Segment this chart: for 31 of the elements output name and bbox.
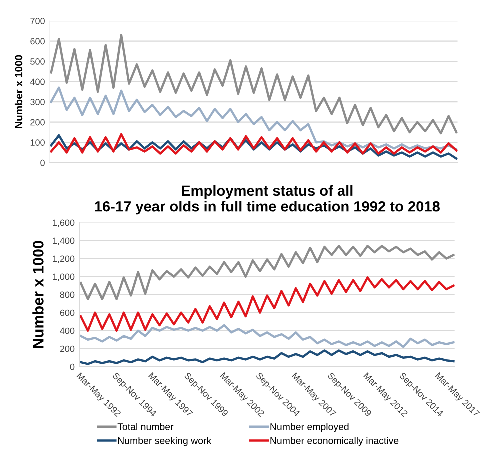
- y-tick-label: 400: [30, 78, 45, 86]
- y-tick-label: 500: [30, 58, 45, 65]
- legend-label: Number economically inactive: [270, 437, 399, 446]
- legend-label: Number seeking work: [118, 437, 212, 446]
- y-tick-label: 600: [30, 38, 45, 45]
- y-tick-label: 300: [30, 99, 45, 106]
- y-tick-label: 1,400: [53, 238, 75, 246]
- line-series: [80, 245, 455, 300]
- line-series: [50, 133, 458, 155]
- y-tick-label: 200: [60, 346, 75, 352]
- y-tick-label: 1,000: [53, 274, 75, 282]
- y-tick-label: 700: [30, 18, 45, 24]
- line-series: [50, 86, 458, 151]
- legend-label: Number employed: [270, 423, 349, 432]
- y-tick-label: 800: [60, 292, 75, 298]
- legend-label: Total number: [118, 423, 174, 430]
- line-series: [80, 324, 455, 348]
- y-axis-title: Number x 1000: [14, 55, 23, 128]
- y-tick-label: 400: [60, 328, 75, 334]
- line-series: [80, 276, 455, 332]
- y-tick-label: 0: [70, 364, 75, 370]
- line-series: [50, 134, 458, 160]
- y-tick-label: 200: [30, 119, 45, 126]
- y-tick-label: 0: [40, 160, 45, 166]
- chart-title: Employment status of all 16-17 year olds in full time education 1992 to 2018: [95, 185, 440, 215]
- y-tick-label: 1,600: [53, 220, 75, 228]
- y-tick-label: 600: [60, 310, 75, 316]
- y-axis-title: Number x 1000: [32, 241, 44, 348]
- y-tick-label: 1,200: [53, 256, 75, 264]
- line-series: [50, 34, 458, 135]
- y-tick-label: 100: [30, 140, 45, 146]
